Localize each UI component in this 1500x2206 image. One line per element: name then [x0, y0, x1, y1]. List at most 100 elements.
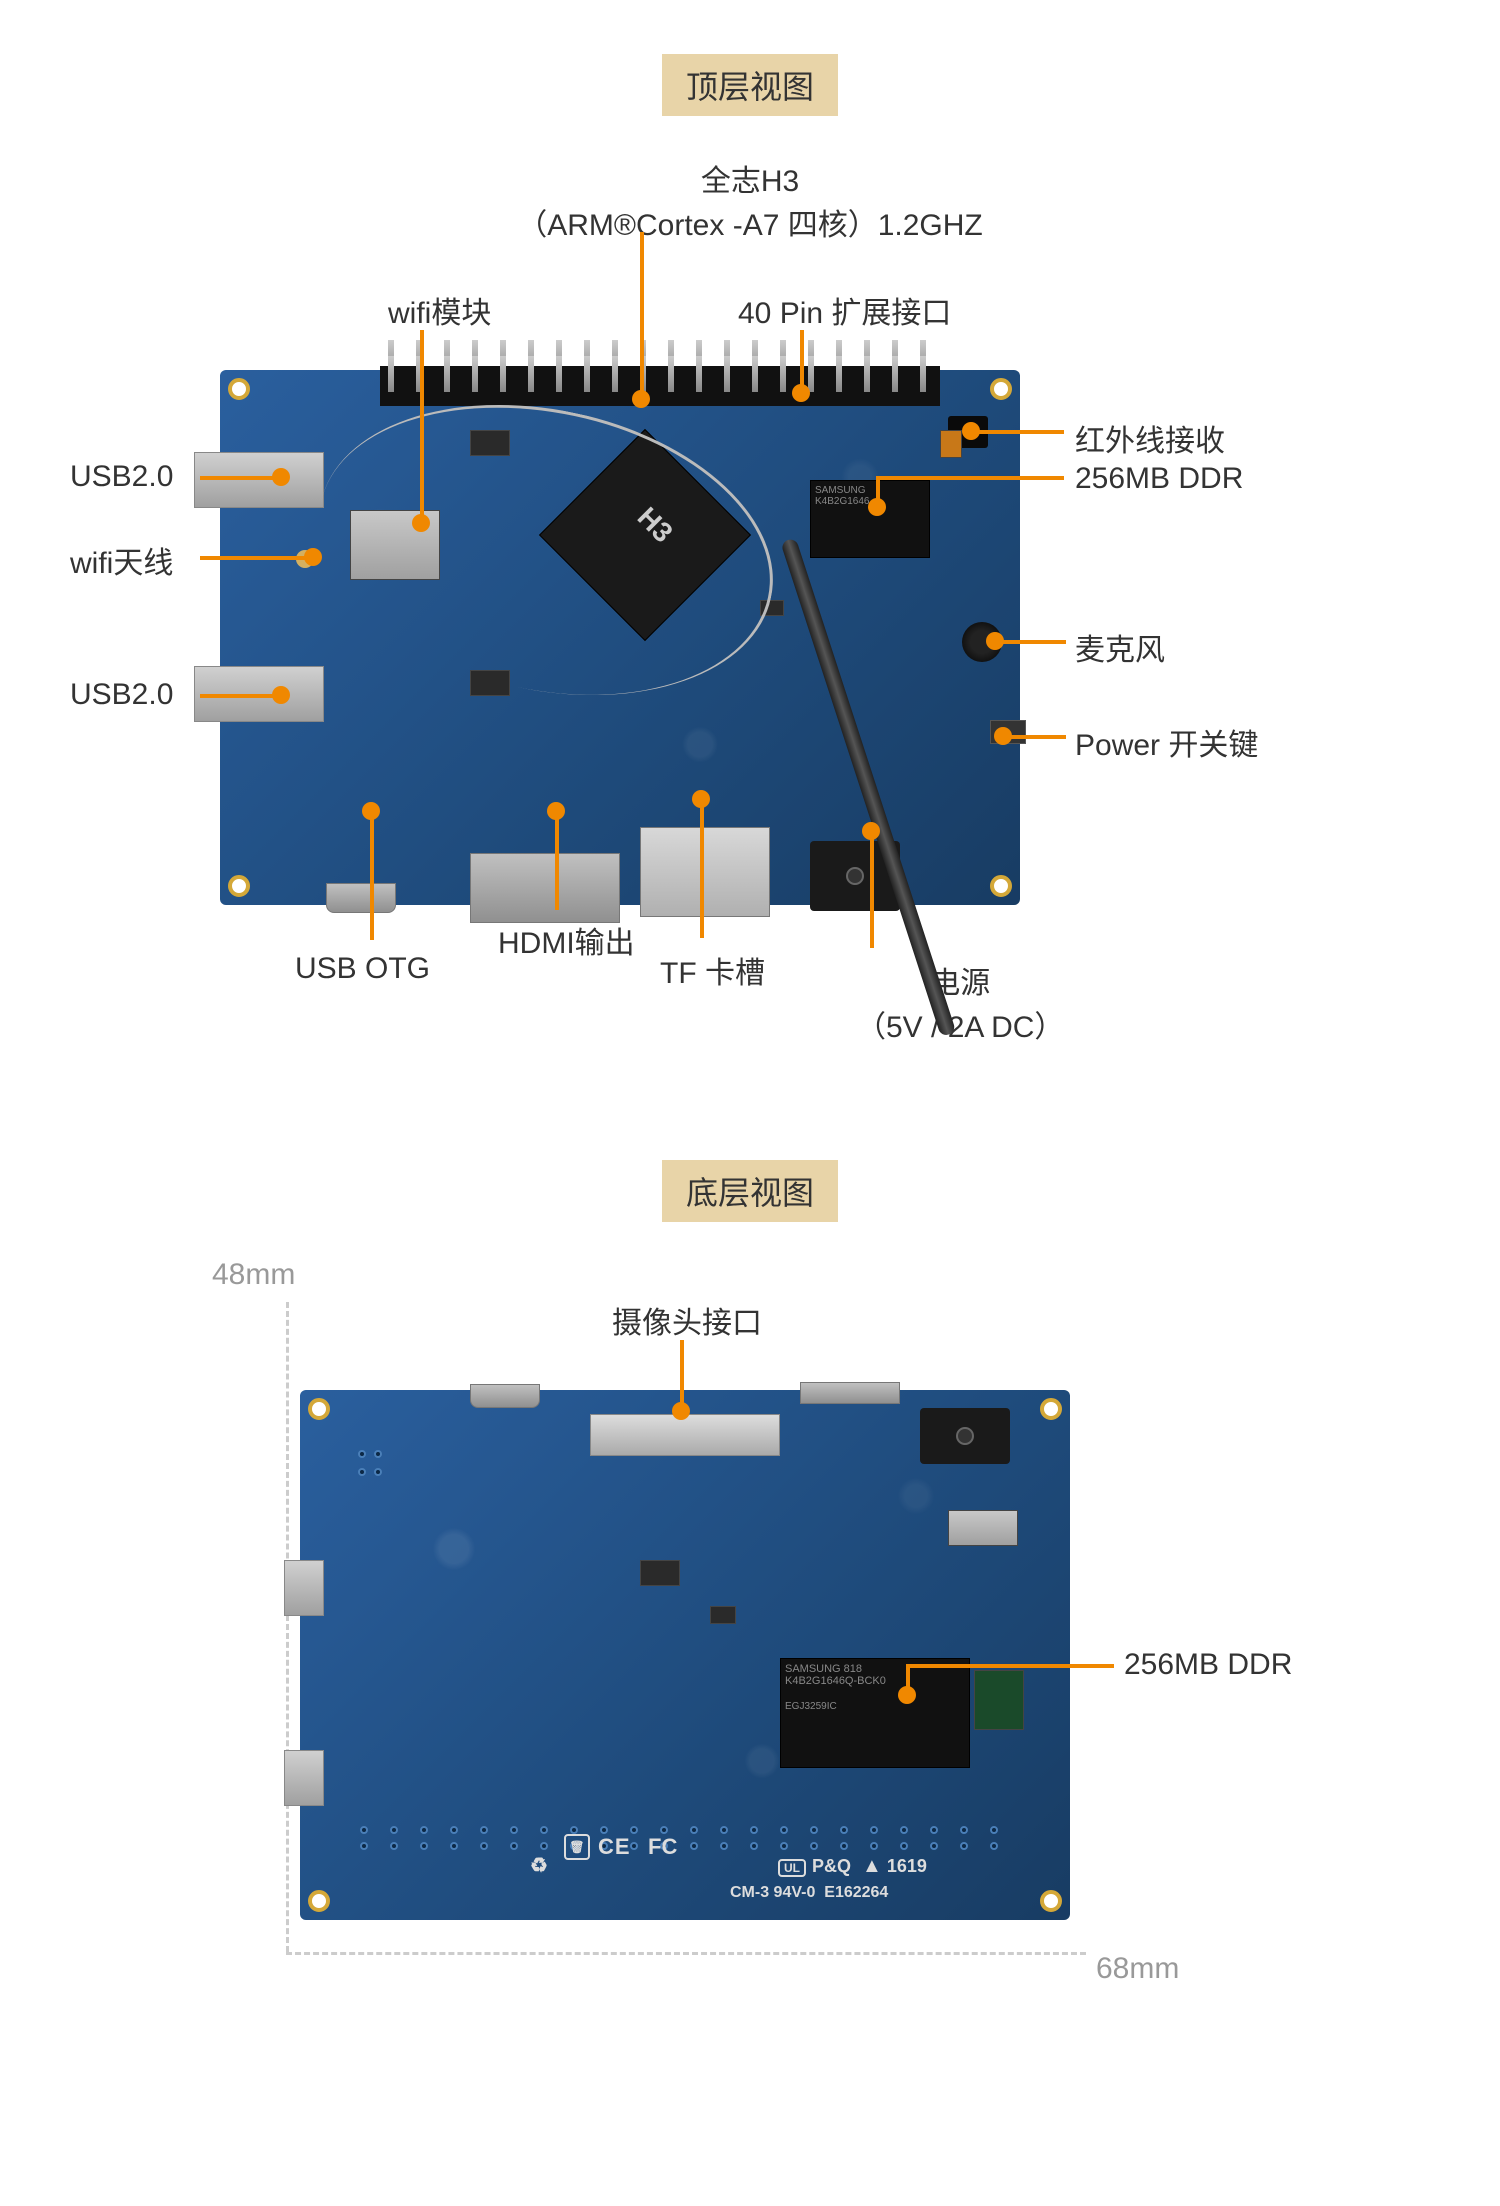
gpio-pin	[696, 356, 702, 392]
power-label: 电源 （5V / 2A DC）	[856, 958, 1064, 1046]
dot-power	[862, 822, 880, 840]
dot-otg	[362, 802, 380, 820]
dim-line-h	[286, 1952, 1086, 1955]
via	[540, 1842, 548, 1850]
gpio-header	[380, 366, 940, 406]
gpio-pin	[724, 356, 730, 392]
dot-mic	[986, 632, 1004, 650]
soc-label: 全志H3 （ARM®Cortex -A7 四核）1.2GHZ	[517, 156, 983, 244]
wifi-module-label: wifi模块	[388, 288, 491, 332]
via	[570, 1826, 578, 1834]
mounting-hole	[1040, 1398, 1062, 1420]
dim-width: 68mm	[1096, 1952, 1179, 1986]
top-view-title: 顶层视图	[662, 54, 838, 116]
via	[810, 1826, 818, 1834]
via	[750, 1842, 758, 1850]
dot-wifi	[412, 514, 430, 532]
via	[960, 1842, 968, 1850]
smd	[940, 430, 962, 458]
smd	[948, 1510, 1018, 1546]
dot-camera	[672, 1402, 690, 1420]
camera-connector	[590, 1414, 780, 1456]
container: 顶层视图 全志H3 （ARM®Cortex -A7 四核）1.2GHZ wifi…	[0, 0, 1500, 2206]
leader-hdmi	[555, 812, 559, 910]
leader-gpio	[800, 330, 804, 390]
usb-cutout	[284, 1560, 324, 1616]
gpio-pin	[388, 356, 394, 392]
board-top: /*pins drawn below via JS loop*/ H3 SAMS…	[220, 370, 1020, 905]
leader-usb2	[200, 694, 278, 698]
dot-tf	[692, 790, 710, 808]
gpio-pin	[612, 356, 618, 392]
rohs-icon: ♻	[530, 1853, 548, 1878]
leader-ant	[200, 556, 310, 560]
port-cutout	[920, 1408, 1010, 1464]
tf-label: TF 卡槽	[660, 948, 765, 992]
via	[690, 1826, 698, 1834]
smd	[710, 1606, 736, 1624]
leader-usb1	[200, 476, 278, 480]
via	[600, 1826, 608, 1834]
mounting-hole	[308, 1398, 330, 1420]
tf-slot	[640, 827, 770, 917]
via	[358, 1468, 366, 1476]
mounting-hole	[990, 875, 1012, 897]
hdmi-port	[470, 853, 620, 923]
via	[450, 1826, 458, 1834]
via	[780, 1842, 788, 1850]
usb-port-1	[194, 452, 324, 508]
dot-ddr-b	[898, 1686, 916, 1704]
gpio-pin	[808, 356, 814, 392]
via	[420, 1826, 428, 1834]
via	[374, 1468, 382, 1476]
via	[960, 1826, 968, 1834]
via	[810, 1842, 818, 1850]
leader-ddr-b	[908, 1664, 1114, 1668]
leader-otg	[370, 812, 374, 940]
via	[870, 1842, 878, 1850]
via	[480, 1842, 488, 1850]
via	[358, 1450, 366, 1458]
gpio-pin	[472, 356, 478, 392]
via	[990, 1842, 998, 1850]
via	[750, 1826, 758, 1834]
mounting-hole	[228, 875, 250, 897]
via	[930, 1826, 938, 1834]
hdmi-label: HDMI输出	[498, 918, 635, 962]
gpio-pin	[780, 356, 786, 392]
power-l2: （5V / 2A DC）	[856, 1002, 1064, 1046]
mic-label: 麦克风	[1075, 625, 1165, 669]
via	[720, 1826, 728, 1834]
dot-hdmi	[547, 802, 565, 820]
dot-gpio	[792, 384, 810, 402]
via	[690, 1842, 698, 1850]
usb-otg-label: USB OTG	[295, 952, 430, 986]
via	[480, 1826, 488, 1834]
ram-bottom: SAMSUNG 818 K4B2G1646Q-BCK0 EGJ3259IC	[780, 1658, 970, 1768]
fc-icon: FC	[648, 1834, 677, 1860]
via	[780, 1826, 788, 1834]
leader-power	[870, 832, 874, 948]
via	[930, 1842, 938, 1850]
mounting-hole	[228, 378, 250, 400]
gpio-pin	[556, 356, 562, 392]
ddr-bottom-label: 256MB DDR	[1124, 1648, 1292, 1682]
mounting-hole	[308, 1890, 330, 1912]
via	[900, 1826, 908, 1834]
port-cutout	[470, 1384, 540, 1408]
via	[990, 1826, 998, 1834]
gpio-pin	[752, 356, 758, 392]
leader-mic	[996, 640, 1066, 644]
gpio-pin	[892, 356, 898, 392]
dim-line-v	[286, 1302, 289, 1952]
via	[840, 1842, 848, 1850]
via	[720, 1842, 728, 1850]
gpio-pin	[836, 356, 842, 392]
weee-icon: 🗑	[564, 1834, 590, 1860]
leader-camera	[680, 1340, 684, 1408]
leader-powerbtn	[1004, 735, 1066, 739]
via	[510, 1842, 518, 1850]
bottom-view-title: 底层视图	[662, 1160, 838, 1222]
leader-tf	[700, 800, 704, 938]
soc-line2: （ARM®Cortex -A7 四核）1.2GHZ	[517, 200, 983, 244]
